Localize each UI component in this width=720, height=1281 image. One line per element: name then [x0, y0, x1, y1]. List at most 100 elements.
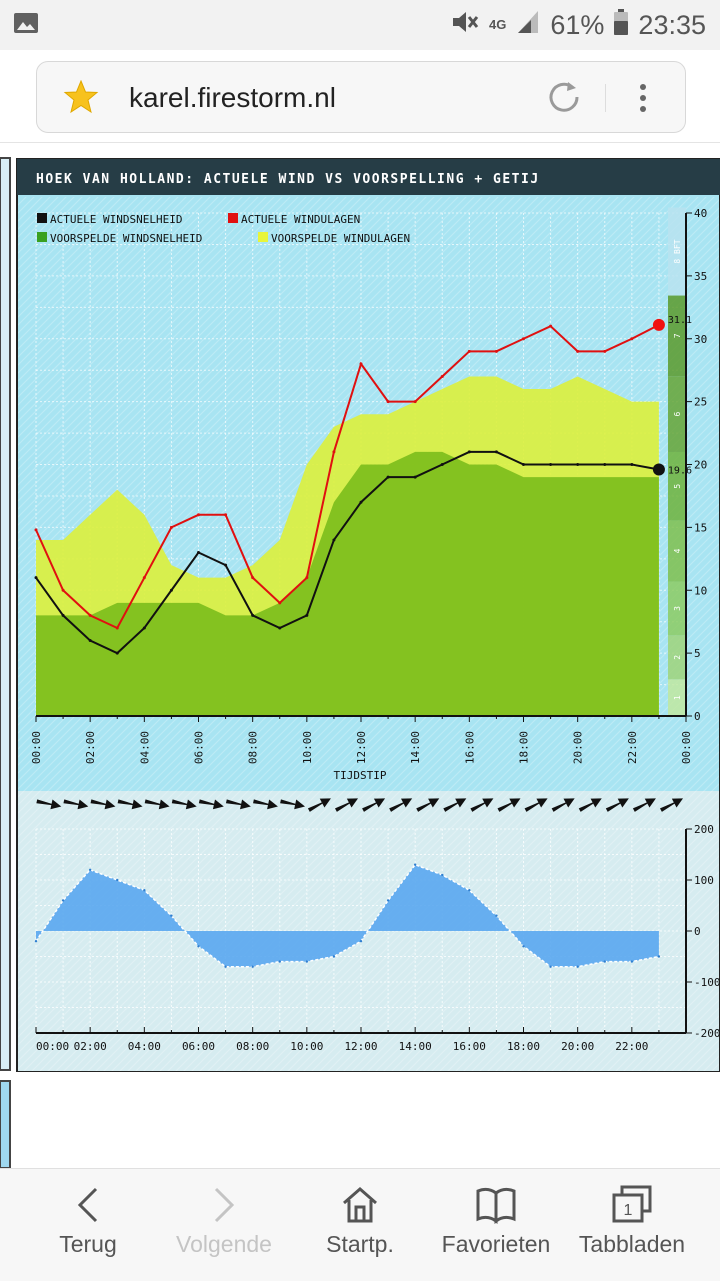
bft-label: 8 BFT — [673, 239, 682, 263]
x-tick-label: 12:00 — [355, 731, 368, 764]
wind-direction-arrowhead — [212, 799, 224, 810]
y-tick-label: 5 — [694, 647, 701, 660]
tide-x-tick-label: 04:00 — [128, 1040, 161, 1053]
next-panel-edge — [0, 1080, 11, 1168]
data-point-actual-speed — [603, 463, 607, 466]
tabs-label: Tabbladen — [578, 1231, 686, 1257]
x-axis-label: TIJDSTIP — [334, 769, 387, 782]
wind-direction-arrowhead — [294, 799, 305, 810]
wind-direction-arrowhead — [509, 798, 521, 808]
x-tick-label: 14:00 — [409, 731, 422, 764]
bft-band — [668, 207, 686, 296]
tide-x-tick-label: 20:00 — [561, 1040, 594, 1053]
series-line-actual-speed — [35, 450, 660, 655]
x-tick-label: 00:00 — [680, 731, 693, 764]
x-tick-label: 04:00 — [138, 731, 151, 764]
address-bar[interactable]: karel.firestorm.nl — [36, 61, 686, 133]
y-tick-label: 30 — [694, 333, 707, 346]
wind-direction-arrowhead — [482, 798, 494, 808]
x-tick-label: 10:00 — [301, 731, 314, 764]
bft-band — [668, 295, 686, 377]
data-point-actual-speed — [278, 626, 282, 630]
wind-direction-arrowhead — [455, 798, 467, 808]
chevron-right-icon — [154, 1183, 294, 1231]
network-type: 4G — [489, 17, 507, 32]
x-tick-label: 20:00 — [572, 731, 585, 764]
wind-lines: 31.1 19.6 — [34, 315, 692, 655]
bft-band — [668, 635, 686, 680]
tide-point — [386, 899, 390, 902]
data-point-actual-gust — [224, 513, 228, 517]
data-point-actual-speed — [115, 651, 119, 655]
x-tick-label: 22:00 — [626, 731, 639, 764]
data-point-actual-speed — [251, 613, 255, 617]
data-point-actual-gust — [413, 400, 417, 404]
wind-direction-arrowhead — [536, 798, 548, 808]
book-icon — [426, 1183, 566, 1231]
tide-y-tick-label: 200 — [694, 823, 714, 836]
wind-direction-arrowhead — [401, 798, 413, 808]
data-point-actual-gust — [386, 400, 390, 404]
data-point-actual-speed — [522, 463, 525, 466]
data-point-actual-gust — [467, 349, 471, 353]
data-point-actual-speed — [467, 450, 471, 454]
data-point-actual-speed — [169, 588, 173, 592]
tide-x-tick-label: 00:00 — [36, 1040, 69, 1053]
wind-direction-arrowhead — [428, 798, 440, 808]
data-point-actual-speed — [576, 463, 580, 466]
data-point-actual-gust — [549, 324, 553, 328]
legend-swatch-gust — [228, 213, 238, 223]
data-point-actual-gust — [169, 525, 173, 529]
tide-point — [630, 960, 634, 963]
forecast-speed-fill — [36, 451, 659, 716]
data-point-actual-speed — [197, 551, 200, 555]
data-point-actual-gust — [278, 601, 282, 605]
battery-percent: 61% — [550, 9, 605, 40]
mute-icon — [451, 9, 479, 42]
tide-point — [116, 878, 119, 882]
chart-legend: ACTUELE WINDSNELHEID ACTUELE WINDULAGEN … — [37, 213, 410, 245]
x-tick-label: 06:00 — [193, 731, 206, 764]
y-tick-label: 20 — [694, 459, 707, 472]
tabs-button[interactable]: 1 Tabbladen — [562, 1183, 702, 1258]
legend-label-forecast-gust: VOORSPELDE WINDULAGEN — [271, 232, 410, 245]
tide-point — [278, 960, 281, 963]
forward-button[interactable]: Volgende — [154, 1183, 294, 1258]
data-point-actual-gust — [88, 613, 92, 617]
x-tick-label: 02:00 — [84, 731, 97, 764]
tide-point — [34, 940, 38, 943]
legend-label-speed: ACTUELE WINDSNELHEID — [50, 213, 182, 226]
reload-icon[interactable] — [545, 78, 583, 121]
wind-direction-arrowhead — [563, 798, 575, 808]
bookmarks-button[interactable]: Favorieten — [426, 1183, 566, 1258]
tide-point — [305, 960, 309, 963]
tide-point — [576, 965, 579, 968]
legend-swatch-forecast-speed — [37, 232, 47, 242]
wind-direction-arrowhead — [104, 799, 116, 810]
home-button[interactable]: Startp. — [290, 1183, 430, 1258]
back-button[interactable]: Terug — [18, 1183, 158, 1258]
url-text[interactable]: karel.firestorm.nl — [129, 82, 336, 113]
chevron-left-icon — [18, 1183, 158, 1231]
gallery-icon — [14, 13, 38, 33]
x-tick-label: 18:00 — [518, 731, 531, 764]
overflow-menu-icon[interactable] — [637, 82, 649, 119]
tide-point — [441, 873, 444, 877]
tide-point — [549, 965, 552, 968]
tide-point — [143, 889, 146, 892]
data-point-actual-gust — [34, 528, 38, 532]
data-point-actual-gust — [197, 513, 200, 517]
legend-swatch-forecast-gust — [258, 232, 268, 242]
y-tick-label: 40 — [694, 207, 707, 220]
star-icon[interactable] — [63, 79, 99, 119]
bottom-navigation: Terug Volgende Startp. Favorieten — [0, 1168, 720, 1281]
data-point-actual-speed — [440, 463, 444, 466]
data-point-actual-speed — [224, 563, 228, 567]
tide-area-fill — [36, 864, 659, 967]
data-point-actual-gust — [522, 337, 525, 341]
data-point-actual-gust — [603, 349, 607, 353]
data-point-actual-speed — [332, 538, 336, 542]
current-gust-marker — [652, 318, 665, 331]
tide-point — [657, 955, 661, 958]
